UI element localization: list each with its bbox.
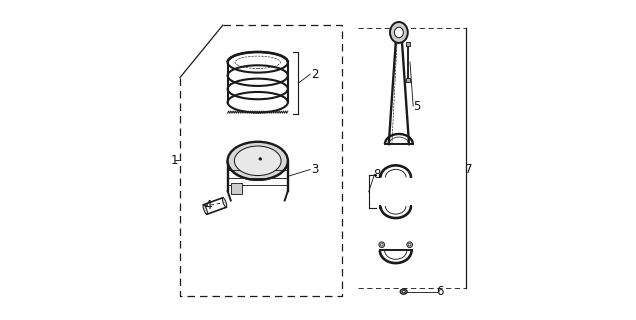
Circle shape — [408, 244, 411, 246]
Ellipse shape — [223, 198, 227, 207]
Text: 5: 5 — [413, 100, 420, 113]
Text: 1: 1 — [171, 154, 178, 166]
Ellipse shape — [228, 142, 288, 180]
Text: 7: 7 — [465, 163, 473, 176]
Circle shape — [380, 244, 383, 246]
Ellipse shape — [235, 146, 281, 176]
Text: 2: 2 — [311, 68, 319, 81]
Ellipse shape — [390, 22, 408, 43]
Bar — [406, 42, 410, 46]
Bar — [406, 78, 410, 82]
Text: 8: 8 — [373, 168, 380, 181]
Ellipse shape — [203, 205, 207, 214]
Ellipse shape — [402, 291, 405, 293]
Text: 3: 3 — [311, 163, 319, 176]
Circle shape — [407, 242, 413, 248]
FancyBboxPatch shape — [231, 183, 242, 194]
Circle shape — [259, 158, 261, 160]
Ellipse shape — [400, 289, 407, 294]
Circle shape — [379, 242, 385, 248]
Ellipse shape — [394, 27, 403, 38]
Text: 6: 6 — [436, 285, 444, 298]
Text: 4: 4 — [205, 199, 212, 212]
